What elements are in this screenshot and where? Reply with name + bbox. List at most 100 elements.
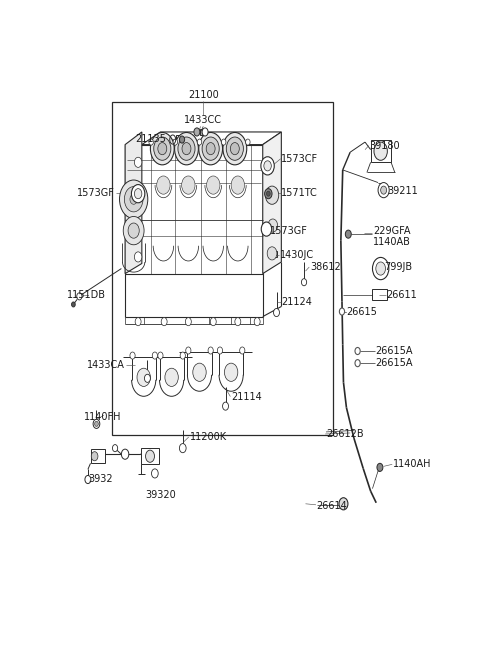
Bar xyxy=(372,289,386,300)
Circle shape xyxy=(137,368,150,386)
Text: 1573GF: 1573GF xyxy=(77,188,115,198)
Circle shape xyxy=(301,279,307,286)
Circle shape xyxy=(266,191,270,196)
Circle shape xyxy=(374,142,387,160)
Circle shape xyxy=(194,128,200,136)
Circle shape xyxy=(77,293,82,300)
Text: 39320: 39320 xyxy=(145,489,176,499)
Circle shape xyxy=(261,157,274,175)
Circle shape xyxy=(254,317,260,326)
Circle shape xyxy=(230,143,240,155)
Circle shape xyxy=(150,133,174,165)
Circle shape xyxy=(274,309,279,317)
Circle shape xyxy=(267,247,277,260)
Circle shape xyxy=(206,143,215,155)
Circle shape xyxy=(264,189,272,198)
Circle shape xyxy=(345,230,351,238)
Circle shape xyxy=(202,137,219,160)
Circle shape xyxy=(85,476,91,484)
Circle shape xyxy=(202,128,208,136)
Polygon shape xyxy=(263,132,281,273)
Bar xyxy=(112,102,334,436)
Circle shape xyxy=(199,133,223,165)
Circle shape xyxy=(378,183,389,198)
Circle shape xyxy=(134,189,142,198)
Polygon shape xyxy=(125,132,142,273)
Circle shape xyxy=(154,137,171,160)
Bar xyxy=(200,129,204,135)
Circle shape xyxy=(180,136,185,143)
Circle shape xyxy=(381,186,386,194)
Circle shape xyxy=(372,258,389,280)
Circle shape xyxy=(132,185,145,203)
Circle shape xyxy=(181,176,195,194)
Circle shape xyxy=(173,139,178,145)
Text: 1573GF: 1573GF xyxy=(270,225,308,236)
Circle shape xyxy=(206,176,220,194)
Circle shape xyxy=(265,186,279,204)
Text: 11200K: 11200K xyxy=(190,432,227,442)
Circle shape xyxy=(182,143,191,155)
Circle shape xyxy=(197,139,202,145)
Circle shape xyxy=(120,180,148,219)
Circle shape xyxy=(377,463,383,472)
Text: 38612: 38612 xyxy=(310,262,341,272)
Circle shape xyxy=(231,176,244,194)
Polygon shape xyxy=(142,132,281,145)
Text: 3932: 3932 xyxy=(88,474,112,484)
Circle shape xyxy=(134,157,142,168)
Circle shape xyxy=(158,352,163,359)
Text: 26615A: 26615A xyxy=(375,358,413,368)
Circle shape xyxy=(145,450,155,463)
Text: 1140AH: 1140AH xyxy=(393,459,432,469)
Bar xyxy=(177,135,183,143)
Text: 1433CA: 1433CA xyxy=(87,359,125,370)
Circle shape xyxy=(268,219,277,232)
Circle shape xyxy=(208,347,213,354)
Circle shape xyxy=(175,133,198,165)
Circle shape xyxy=(240,347,245,354)
Text: 1430JC: 1430JC xyxy=(280,250,314,260)
Circle shape xyxy=(355,348,360,355)
Circle shape xyxy=(91,451,98,461)
Bar xyxy=(91,449,106,463)
Text: 26615: 26615 xyxy=(347,307,377,317)
Polygon shape xyxy=(125,145,263,273)
Text: 1140FH: 1140FH xyxy=(84,412,122,422)
Circle shape xyxy=(152,469,158,478)
Circle shape xyxy=(123,216,144,245)
Text: 26611: 26611 xyxy=(386,290,418,300)
Circle shape xyxy=(112,445,118,451)
Circle shape xyxy=(124,187,143,212)
Text: 21114: 21114 xyxy=(231,392,262,401)
Text: 26614: 26614 xyxy=(317,501,348,511)
Circle shape xyxy=(134,252,142,262)
Circle shape xyxy=(261,222,272,236)
Text: 21100: 21100 xyxy=(188,90,218,100)
Circle shape xyxy=(72,302,75,307)
Circle shape xyxy=(180,352,185,359)
Circle shape xyxy=(158,143,167,155)
Circle shape xyxy=(223,133,247,165)
Circle shape xyxy=(226,137,243,160)
Text: 1573CF: 1573CF xyxy=(281,154,318,164)
Circle shape xyxy=(264,161,271,171)
Bar xyxy=(141,448,159,464)
Text: 1571TC: 1571TC xyxy=(281,188,318,198)
Text: 26615A: 26615A xyxy=(375,346,413,356)
Circle shape xyxy=(193,363,206,381)
Circle shape xyxy=(217,347,223,354)
Circle shape xyxy=(210,317,216,326)
Circle shape xyxy=(376,262,385,275)
Circle shape xyxy=(235,317,241,326)
Text: 1140AB: 1140AB xyxy=(373,237,411,247)
Circle shape xyxy=(149,139,154,145)
Text: 799JB: 799JB xyxy=(384,262,412,272)
Circle shape xyxy=(93,419,100,428)
Bar xyxy=(268,252,276,258)
Circle shape xyxy=(121,449,129,459)
Text: 21135: 21135 xyxy=(135,133,166,143)
Text: 1433CC: 1433CC xyxy=(184,116,222,125)
Circle shape xyxy=(144,374,150,382)
Text: 229GFA: 229GFA xyxy=(373,225,411,236)
